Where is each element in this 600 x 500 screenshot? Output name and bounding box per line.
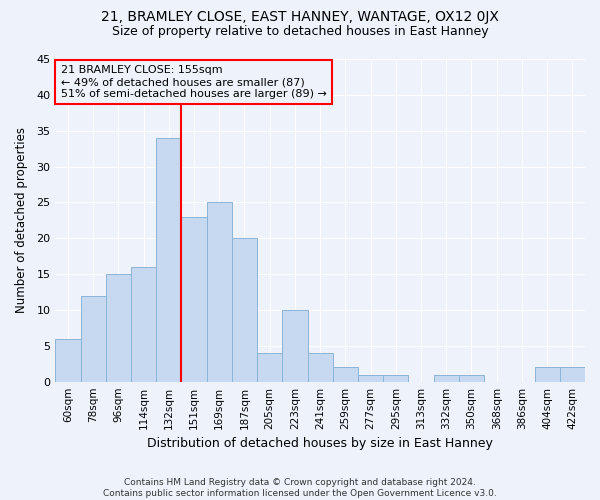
Bar [181,217,206,382]
Bar [333,368,358,382]
Bar [257,353,283,382]
Bar [55,338,80,382]
Bar [283,310,308,382]
Text: Size of property relative to detached houses in East Hanney: Size of property relative to detached ho… [112,25,488,38]
Bar [308,353,333,382]
Bar [106,274,131,382]
X-axis label: Distribution of detached houses by size in East Hanney: Distribution of detached houses by size … [147,437,493,450]
Bar [434,374,459,382]
Bar [80,296,106,382]
Text: 21 BRAMLEY CLOSE: 155sqm
← 49% of detached houses are smaller (87)
51% of semi-d: 21 BRAMLEY CLOSE: 155sqm ← 49% of detach… [61,66,326,98]
Text: 21, BRAMLEY CLOSE, EAST HANNEY, WANTAGE, OX12 0JX: 21, BRAMLEY CLOSE, EAST HANNEY, WANTAGE,… [101,10,499,24]
Bar [383,374,409,382]
Bar [358,374,383,382]
Bar [206,202,232,382]
Bar [131,267,156,382]
Bar [459,374,484,382]
Bar [560,368,585,382]
Bar [232,238,257,382]
Y-axis label: Number of detached properties: Number of detached properties [15,128,28,314]
Bar [535,368,560,382]
Text: Contains HM Land Registry data © Crown copyright and database right 2024.
Contai: Contains HM Land Registry data © Crown c… [103,478,497,498]
Bar [156,138,181,382]
